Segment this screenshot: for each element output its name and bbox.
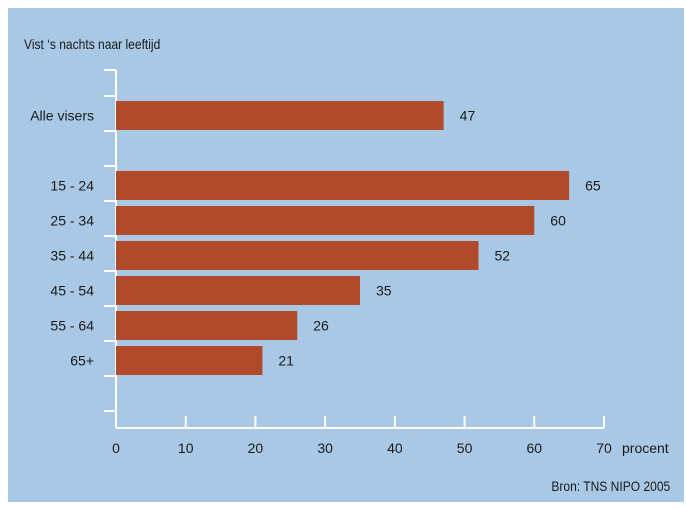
category-label: Alle visers: [30, 108, 94, 124]
x-tick-label: 50: [457, 440, 473, 456]
data-label: 26: [313, 318, 329, 334]
data-label: 60: [550, 213, 566, 229]
x-tick-label: 60: [526, 440, 542, 456]
category-label: 15 - 24: [50, 178, 94, 194]
x-axis-label: procent: [622, 440, 669, 456]
x-tick-label: 0: [112, 440, 120, 456]
x-tick-label: 70: [596, 440, 612, 456]
bar: [116, 276, 360, 305]
data-label: 21: [278, 353, 294, 369]
bar: [116, 171, 570, 200]
bar: [116, 101, 444, 130]
data-label: 35: [376, 283, 392, 299]
x-tick-label: 30: [317, 440, 333, 456]
bar: [116, 346, 263, 375]
data-label: 52: [495, 248, 511, 264]
chart-source: Bron: TNS NIPO 2005: [551, 478, 670, 494]
category-label: 55 - 64: [50, 318, 94, 334]
data-label: 47: [460, 108, 476, 124]
bar: [116, 206, 535, 235]
data-label: 65: [585, 178, 601, 194]
category-label: 25 - 34: [50, 213, 94, 229]
category-label: 45 - 54: [50, 283, 94, 299]
category-label: 65+: [70, 353, 94, 369]
x-tick-label: 10: [178, 440, 194, 456]
x-tick-label: 40: [387, 440, 403, 456]
x-tick-label: 20: [248, 440, 264, 456]
chart-title: Vist ‘s nachts naar leeftijd: [24, 36, 161, 52]
category-label: 35 - 44: [50, 248, 94, 264]
bar: [116, 241, 479, 270]
bar: [116, 311, 298, 340]
